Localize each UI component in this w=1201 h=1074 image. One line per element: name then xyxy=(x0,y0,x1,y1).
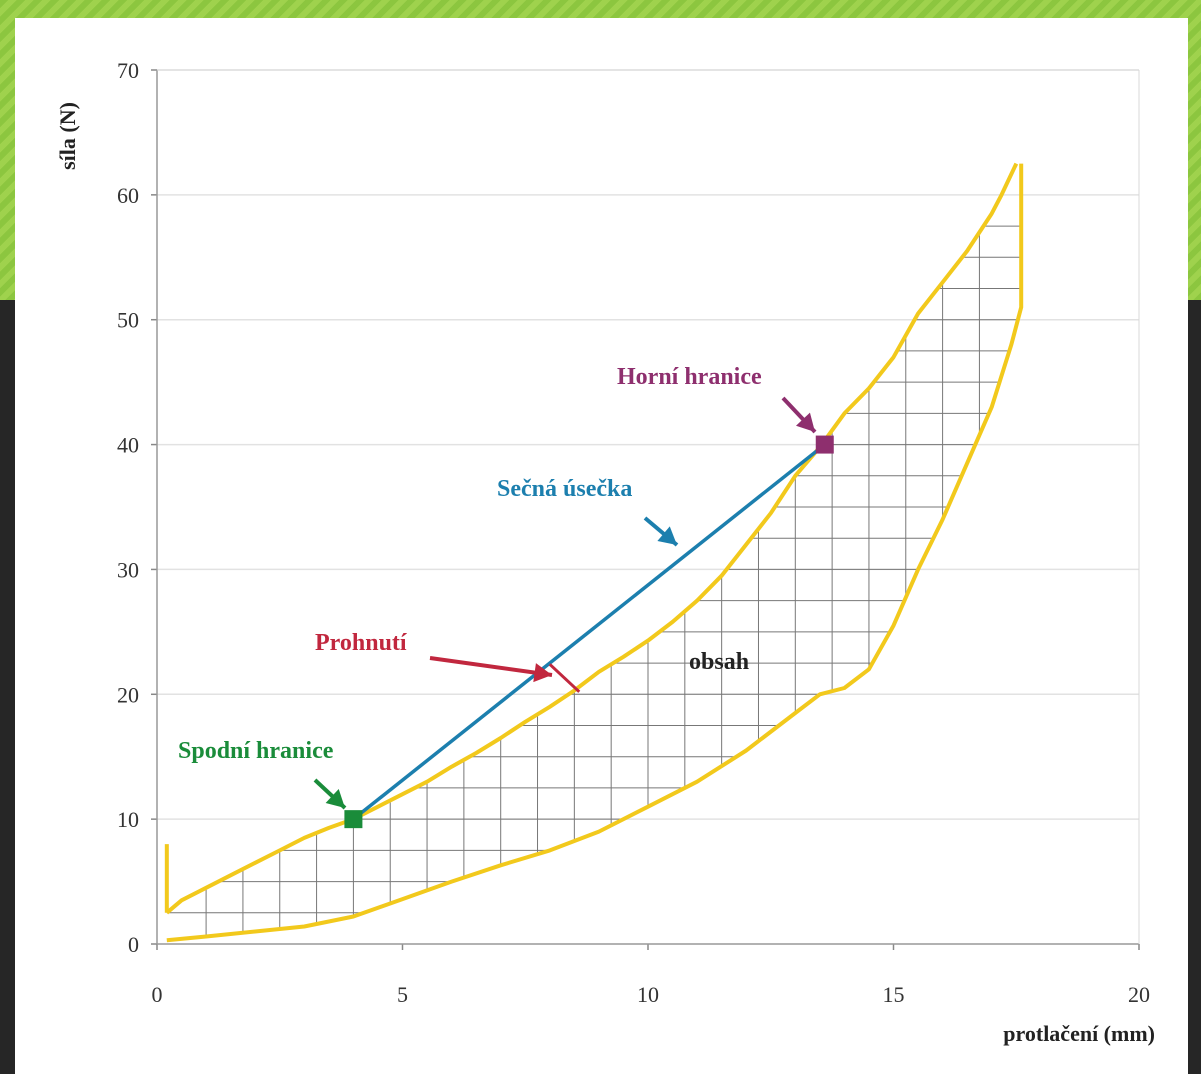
annotation-upper-bound: Horní hranice xyxy=(617,364,762,390)
y-tick-label-40: 40 xyxy=(117,433,139,458)
chart-figure: 0 10 20 30 40 50 60 70 0 5 10 15 20 protlačení (mm) … xyxy=(15,18,1188,1074)
y-tick-label-10: 10 xyxy=(117,807,139,832)
arrow-lower-bound-head xyxy=(325,789,345,808)
y-tick-label-0: 0 xyxy=(128,932,139,957)
arrow-secant-head xyxy=(657,526,677,545)
axes xyxy=(151,69,1140,950)
annotation-lower-bound: Spodní hranice xyxy=(178,738,334,764)
y-tick-label-20: 20 xyxy=(117,682,139,707)
x-tick-label-20: 20 xyxy=(1128,982,1150,1007)
hatched-area xyxy=(166,225,1022,937)
arrow-deflection xyxy=(429,656,553,683)
annotation-secant: Sečná úsečka xyxy=(497,476,632,502)
y-tick-label-60: 60 xyxy=(117,183,139,208)
point-upper xyxy=(815,435,834,454)
tick-labels: 0 10 20 30 40 50 60 70 0 5 10 15 20 xyxy=(117,58,1150,1007)
secant-line xyxy=(352,443,826,821)
arrow-deflection-shaft xyxy=(429,656,553,677)
y-tick-label-50: 50 xyxy=(117,308,139,333)
marks xyxy=(313,396,834,829)
y-axis-title: síla (N) xyxy=(55,102,80,170)
point-lower xyxy=(344,810,363,829)
curves xyxy=(164,162,1024,943)
annotation-deflection: Prohnutí xyxy=(315,630,407,656)
arrow-deflection-head xyxy=(533,663,552,683)
x-tick-label-0: 0 xyxy=(152,982,163,1007)
x-tick-label-5: 5 xyxy=(397,982,408,1007)
arrow-upper-bound xyxy=(781,396,817,434)
y-tick-label-30: 30 xyxy=(117,557,139,582)
arrow-lower-bound xyxy=(313,778,347,810)
x-axis-title: protlačení (mm) xyxy=(1003,1021,1155,1046)
annotation-area: obsah xyxy=(689,649,749,675)
arrow-upper-bound-head xyxy=(795,412,815,432)
loading-curve xyxy=(165,162,1019,915)
unloading-curve xyxy=(166,163,1024,943)
x-tick-label-15: 15 xyxy=(883,982,905,1007)
y-tick-label-70: 70 xyxy=(117,58,139,83)
x-tick-label-10: 10 xyxy=(637,982,659,1007)
arrow-secant xyxy=(643,516,679,547)
deflection-mark xyxy=(548,663,581,693)
